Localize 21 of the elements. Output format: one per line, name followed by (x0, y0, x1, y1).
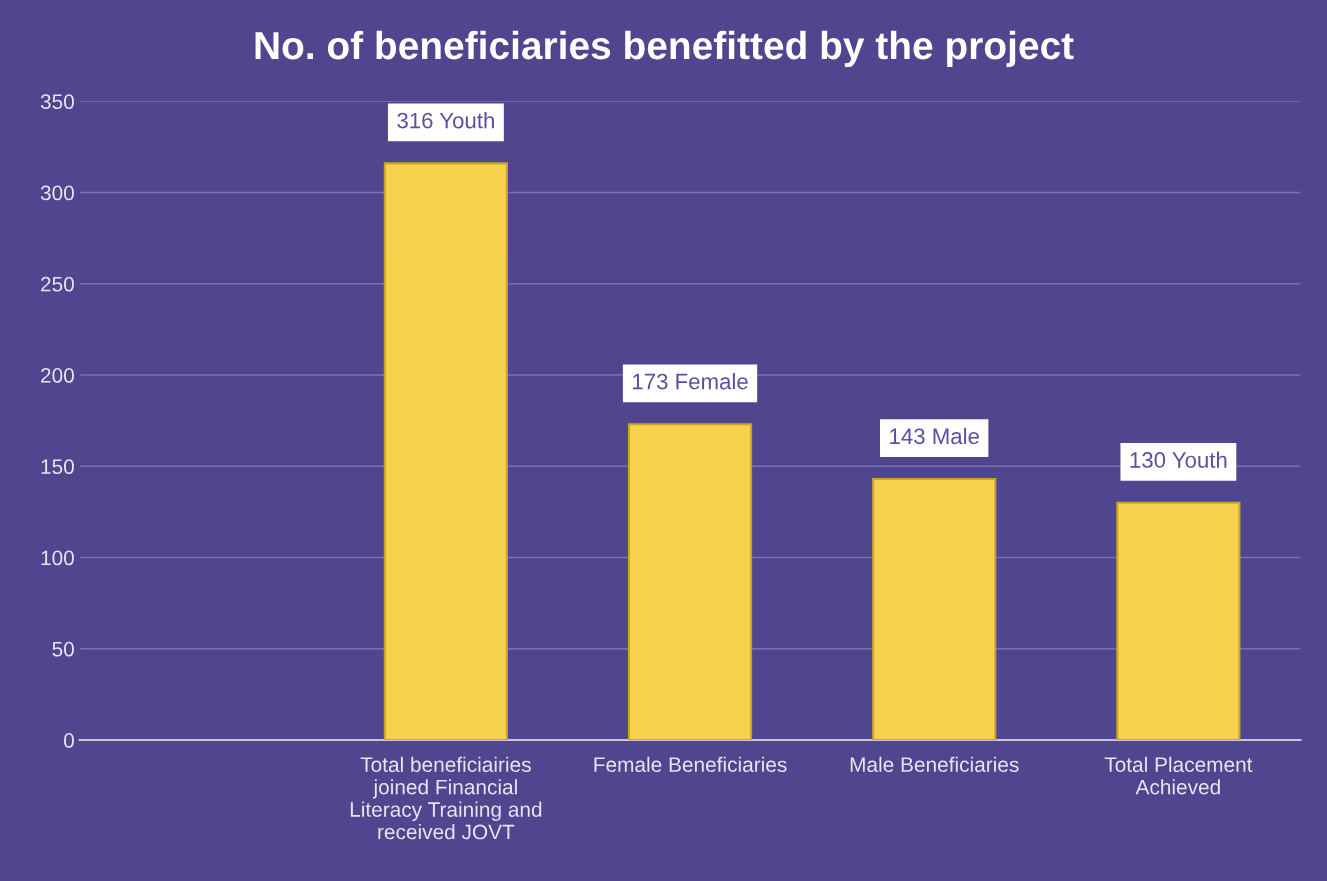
bar (872, 478, 997, 741)
x-tick-label: Female Beneficiaries (594, 756, 787, 773)
x-tick-label: Total beneficiairies joined Financial Literacy Training and received JOVT (350, 756, 542, 840)
data-label: 143 Male (890, 427, 979, 445)
y-tick-label: 100 (41, 550, 74, 566)
bar (383, 162, 508, 741)
data-label: 316 Youth (397, 112, 494, 129)
y-tick-label: 250 (41, 276, 74, 292)
data-label: 173 Female (633, 373, 748, 390)
x-tick-label: Male Beneficiaries (850, 756, 1019, 773)
y-tick-label: 200 (41, 368, 74, 383)
bar (627, 423, 753, 741)
x-tick-label: Total Placement Achieved (1104, 756, 1253, 795)
data-label: 130 Youth (1130, 451, 1227, 468)
bar (1116, 501, 1241, 741)
y-tick-label: 50 (52, 641, 74, 657)
y-tick-label: 150 (41, 459, 74, 475)
y-tick-label: 0 (63, 733, 74, 748)
chart-title: No. of beneficiaries benefitted by the project (255, 30, 1074, 68)
y-tick-label: 350 (40, 94, 74, 110)
y-tick-label: 300 (40, 185, 74, 201)
